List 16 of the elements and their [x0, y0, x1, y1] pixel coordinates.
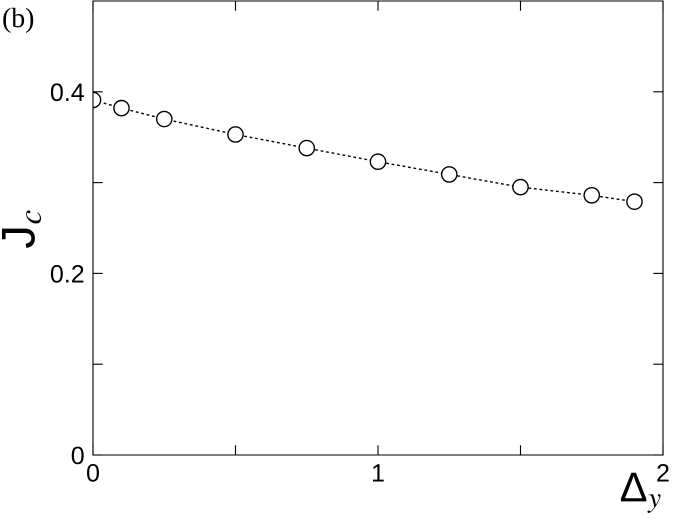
x-tick-label: 1	[372, 464, 384, 482]
x-tick-label: 0	[87, 464, 99, 482]
point	[626, 193, 643, 210]
y-axis-title: J$_{c}$	[2, 210, 42, 248]
point	[298, 140, 316, 156]
point	[227, 126, 244, 143]
y-tick-label: 0.4	[50, 83, 84, 102]
point	[583, 186, 600, 204]
point	[113, 100, 130, 116]
point	[370, 153, 386, 170]
point	[512, 178, 529, 196]
y-tick-label: 0	[72, 446, 84, 464]
text: (b)	[3, 8, 34, 33]
point	[440, 166, 458, 183]
y-tick-label: 0.2	[50, 265, 84, 283]
point	[156, 110, 173, 128]
